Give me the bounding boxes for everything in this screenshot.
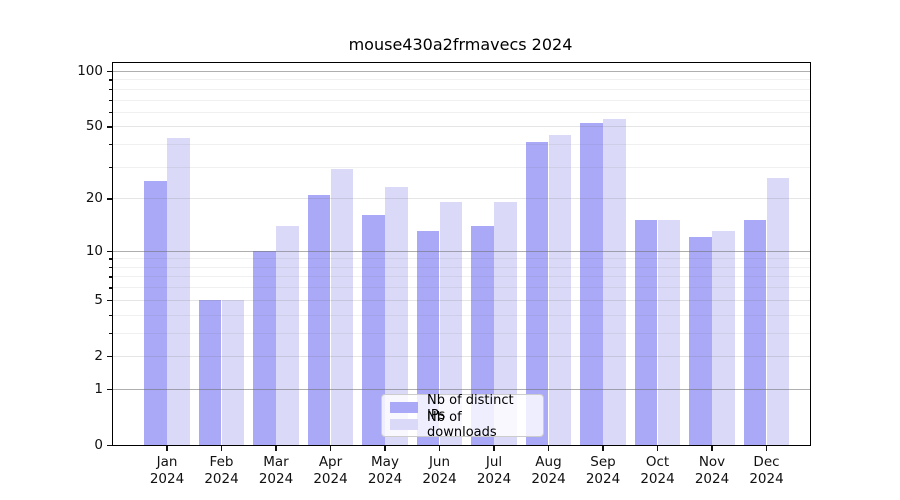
legend-swatch-distinct-ips — [390, 402, 418, 413]
x-tick-label: Oct 2024 — [640, 454, 675, 487]
bar-distinct-ips — [253, 250, 276, 445]
x-tick-label: Jul 2024 — [476, 454, 512, 487]
minor-gridline — [113, 99, 810, 101]
x-tick-label: Sep 2024 — [585, 454, 621, 487]
x-tick-label: Apr 2024 — [313, 454, 348, 487]
x-tick-label: Feb 2024 — [204, 454, 239, 487]
y-minor-tick — [109, 287, 112, 289]
bar-distinct-ips — [689, 237, 712, 445]
bar-distinct-ips — [362, 215, 385, 445]
x-tick — [547, 446, 550, 451]
y-minor-tick — [109, 99, 112, 101]
x-tick-label: Jan 2024 — [149, 454, 185, 487]
y-tick-label: 2 — [94, 347, 103, 364]
x-tick — [220, 446, 223, 451]
x-tick — [329, 446, 332, 451]
x-tick-label: Aug 2024 — [531, 454, 566, 487]
mid-gridline — [113, 198, 810, 200]
y-minor-tick — [109, 166, 112, 168]
y-tick — [107, 71, 112, 73]
bar-downloads — [167, 138, 190, 445]
y-tick-label: 50 — [85, 118, 103, 135]
bar-downloads — [603, 118, 626, 445]
mid-gridline — [113, 126, 810, 128]
bar-distinct-ips — [144, 180, 167, 445]
minor-gridline — [113, 144, 810, 146]
y-tick — [107, 445, 112, 447]
x-tick — [711, 446, 713, 451]
plot-area: Nb of distinct IPs Nb of downloads 0 1 2 5 1… — [77, 62, 811, 487]
bar-downloads — [439, 202, 463, 445]
x-tick — [602, 446, 604, 451]
y-minor-tick — [109, 111, 112, 114]
y-minor-tick — [109, 144, 112, 146]
x-tick — [275, 446, 277, 451]
y-tick-label: 100 — [77, 63, 103, 79]
y-minor-tick — [109, 79, 112, 81]
x-tick — [765, 446, 768, 451]
y-tick — [107, 299, 112, 302]
legend-swatch-downloads — [390, 419, 418, 430]
y-minor-tick — [109, 88, 112, 91]
y-minor-tick — [109, 266, 112, 269]
y-tick-label: 1 — [94, 380, 103, 397]
bar-distinct-ips — [307, 194, 331, 445]
x-tick-label: Nov 2024 — [694, 454, 730, 487]
y-minor-tick — [109, 314, 112, 316]
y-tick — [107, 388, 112, 391]
x-tick — [438, 446, 441, 451]
y-tick — [107, 126, 112, 128]
y-tick-label: 20 — [85, 190, 103, 207]
bar-downloads — [657, 220, 681, 445]
y-minor-tick — [109, 276, 112, 278]
legend-entry-distinct-ips: Nb of distinct IPs — [390, 393, 535, 423]
y-tick-label: 0 — [94, 437, 103, 453]
bar-downloads — [548, 134, 572, 445]
major-gridline — [113, 71, 810, 72]
bar-distinct-ips — [198, 299, 222, 445]
y-minor-tick — [109, 258, 112, 260]
minor-gridline — [113, 111, 810, 113]
y-tick-label: 5 — [94, 291, 103, 308]
x-tick — [384, 446, 386, 451]
legend-entry-downloads: Nb of downloads — [390, 410, 535, 440]
bar-downloads — [221, 299, 245, 445]
minor-gridline — [113, 88, 810, 90]
bar-downloads — [385, 187, 408, 445]
bar-downloads — [330, 169, 354, 445]
y-tick-label: 10 — [85, 242, 103, 259]
bar-distinct-ips — [580, 123, 603, 445]
bar-downloads — [712, 231, 735, 445]
bar-downloads — [494, 202, 517, 445]
bar-distinct-ips — [471, 225, 494, 445]
y-tick — [107, 355, 112, 358]
x-tick — [493, 446, 495, 451]
bar-distinct-ips — [743, 220, 767, 445]
x-tick-label: Jun 2024 — [422, 454, 457, 487]
x-tick — [166, 446, 168, 451]
bar-distinct-ips — [416, 231, 440, 445]
legend-label-distinct-ips: Nb of distinct IPs — [427, 392, 514, 423]
bar-distinct-ips — [634, 220, 658, 445]
x-tick — [656, 446, 659, 451]
x-tick-label: Mar 2024 — [258, 454, 294, 487]
x-tick-label: Dec 2024 — [749, 454, 784, 487]
minor-gridline — [113, 166, 810, 168]
legend-label-downloads: Nb of downloads — [427, 409, 497, 440]
chart-title: mouse430a2frmavecs 2024 — [348, 35, 573, 54]
y-minor-tick — [109, 332, 112, 334]
minor-gridline — [113, 79, 810, 81]
y-tick — [107, 250, 112, 252]
bar-distinct-ips — [525, 142, 549, 445]
bar-downloads — [766, 177, 790, 445]
legend: Nb of distinct IPs Nb of downloads — [381, 393, 544, 440]
x-tick-label: May 2024 — [367, 454, 403, 487]
y-tick — [107, 198, 112, 200]
bar-downloads — [276, 225, 299, 445]
